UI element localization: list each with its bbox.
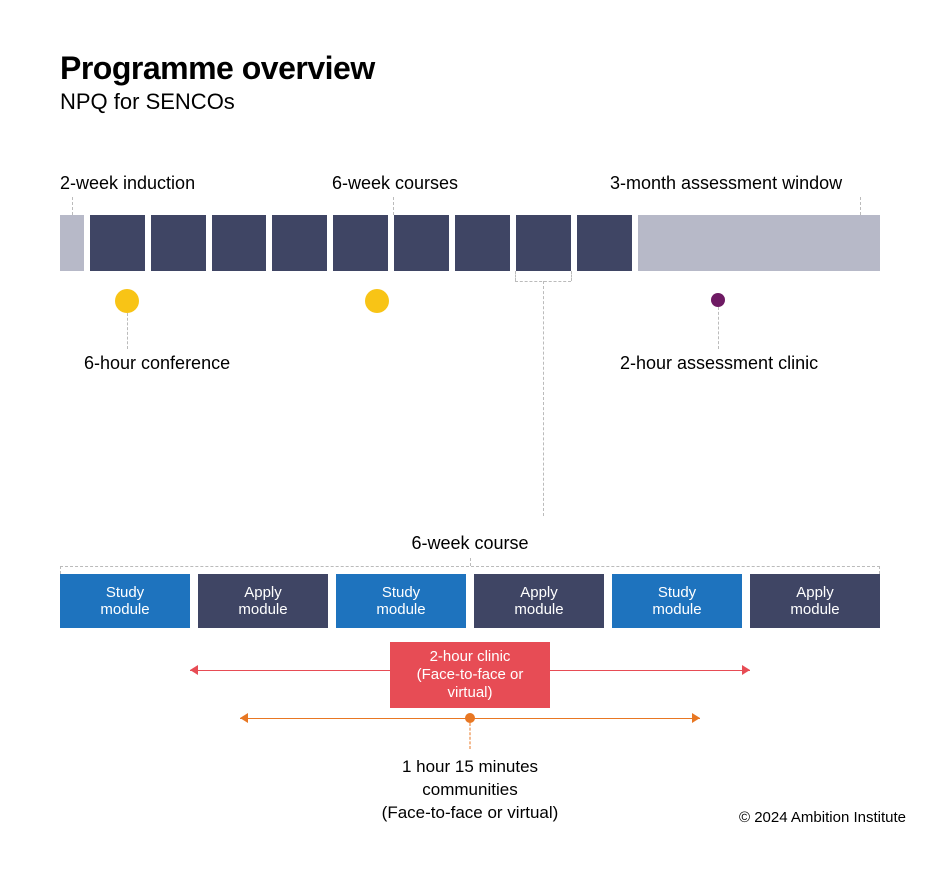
timeline: 2-week induction 6-week courses 3-month … [60, 173, 880, 433]
study-module: Studymodule [612, 574, 742, 628]
course-detail: 6-week course StudymoduleApplymoduleStud… [60, 533, 880, 825]
apply-module: Applymodule [474, 574, 604, 628]
conference-dot-icon [115, 289, 139, 313]
page-title: Programme overview [60, 50, 880, 87]
leader-conference [127, 313, 128, 349]
label-induction: 2-week induction [60, 173, 195, 194]
leader-induction [72, 197, 73, 215]
detail-bracket-stem [543, 281, 544, 516]
label-assessment: 3-month assessment window [610, 173, 842, 194]
label-clinic: 2-hour assessment clinic [620, 353, 818, 374]
detail-bracket-r [571, 271, 572, 281]
module-row: StudymoduleApplymoduleStudymoduleApplymo… [60, 574, 880, 628]
clinic-box: 2-hour clinic(Face-to-face orvirtual) [390, 642, 550, 708]
apply-module: Applymodule [198, 574, 328, 628]
course-detail-title: 6-week course [60, 533, 880, 554]
study-module: Studymodule [60, 574, 190, 628]
assessment-clinic-dot-icon [711, 293, 725, 307]
course-brace [60, 554, 880, 574]
page-subtitle: NPQ for SENCOs [60, 89, 880, 115]
label-conference: 6-hour conference [84, 353, 230, 374]
clinic-range: 2-hour clinic(Face-to-face orvirtual) [60, 642, 880, 702]
detail-bracket-l [515, 271, 516, 281]
study-module: Studymodule [336, 574, 466, 628]
communities-range [60, 708, 880, 738]
leader-clinic [718, 307, 719, 349]
leader-courses [393, 197, 394, 215]
timeline-row [60, 215, 880, 271]
label-courses: 6-week courses [332, 173, 458, 194]
apply-module: Applymodule [750, 574, 880, 628]
leader-assessment [860, 197, 861, 215]
communities-dot-icon [465, 713, 475, 723]
copyright: © 2024 Ambition Institute [739, 809, 906, 826]
conference-dot-icon [365, 289, 389, 313]
